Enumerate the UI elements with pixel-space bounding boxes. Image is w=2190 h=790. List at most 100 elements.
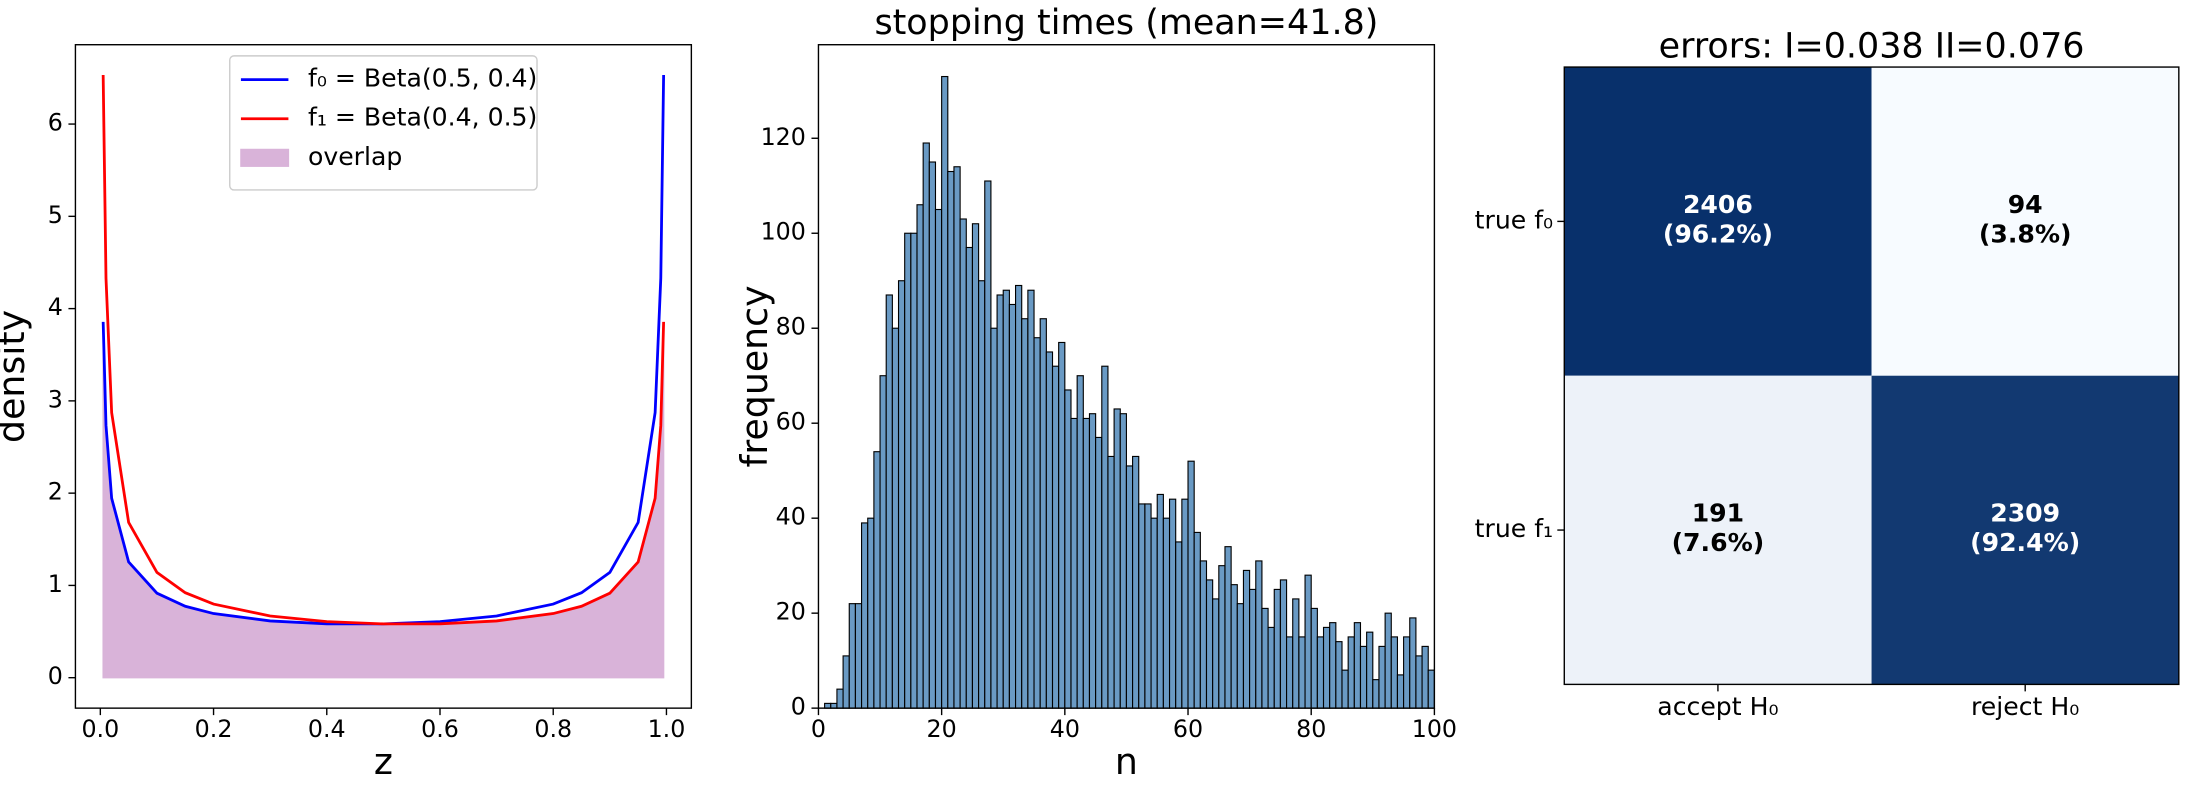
bar xyxy=(824,702,832,709)
y-tick-label: 6 xyxy=(48,109,63,137)
bar xyxy=(1051,365,1060,709)
legend-swatch xyxy=(240,148,290,167)
bar xyxy=(1058,341,1066,709)
x-tick-label: 0.8 xyxy=(534,715,572,743)
bar xyxy=(1242,569,1251,709)
bar xyxy=(1396,674,1405,709)
bar xyxy=(1218,565,1226,709)
bar xyxy=(1304,574,1312,709)
bar xyxy=(928,161,937,709)
bar xyxy=(1230,584,1238,709)
bar xyxy=(1144,503,1152,709)
bar xyxy=(1390,636,1398,709)
bar xyxy=(1181,498,1189,709)
bar xyxy=(984,180,992,709)
bar xyxy=(1199,560,1208,709)
bar xyxy=(836,688,844,709)
bar xyxy=(842,655,850,709)
cell-value: 191 xyxy=(1692,499,1744,528)
bar xyxy=(910,232,918,709)
bar xyxy=(1316,636,1325,709)
bar xyxy=(1255,560,1263,709)
bar xyxy=(1064,389,1072,709)
y-axis-label: frequency xyxy=(733,285,776,467)
chart-title: stopping times (mean=41.8) xyxy=(874,3,1378,43)
bar xyxy=(1347,636,1355,709)
bar xyxy=(1193,531,1201,709)
bar xyxy=(1107,455,1115,709)
y-tick-label: 5 xyxy=(48,201,63,229)
x-axis-label: n xyxy=(1115,740,1138,783)
bar xyxy=(934,208,943,709)
legend-label: f₁ = Beta(0.4, 0.5) xyxy=(308,103,537,132)
bar xyxy=(922,142,930,709)
bar xyxy=(1261,607,1269,709)
y-tick-label: 2 xyxy=(48,478,63,506)
bar xyxy=(1286,636,1294,709)
y-tick-label: 3 xyxy=(48,385,63,413)
y-tick-label: 80 xyxy=(776,313,806,341)
bar xyxy=(1033,337,1041,709)
bar xyxy=(897,280,906,709)
x-tick-label: 0.0 xyxy=(81,715,119,743)
axes-frame xyxy=(74,44,693,709)
legend-box xyxy=(229,55,538,191)
bar xyxy=(996,294,1004,709)
bar xyxy=(1372,679,1380,709)
bar xyxy=(1205,579,1214,709)
bar xyxy=(1070,417,1078,709)
x-tick-label: 20 xyxy=(927,715,957,743)
bar xyxy=(1427,669,1435,709)
bar xyxy=(1249,588,1257,709)
cell-value: 2406 xyxy=(1683,190,1753,219)
bar xyxy=(1125,465,1134,709)
bar xyxy=(1014,284,1023,709)
bar xyxy=(1187,460,1195,709)
bar xyxy=(1095,436,1103,709)
bar xyxy=(990,327,998,709)
bar xyxy=(848,603,856,709)
bar xyxy=(941,75,949,709)
bar xyxy=(1175,541,1183,709)
line xyxy=(101,74,666,626)
bar xyxy=(1403,636,1411,709)
bar xyxy=(854,603,863,709)
legend-label: f₀ = Beta(0.5, 0.4) xyxy=(308,64,537,93)
x-tick-label: 80 xyxy=(1296,715,1326,743)
bar xyxy=(1224,546,1232,709)
bar xyxy=(1119,413,1127,709)
bar xyxy=(1378,645,1386,709)
bar xyxy=(1088,413,1097,709)
bar xyxy=(1366,631,1374,709)
bar xyxy=(879,375,887,709)
cell-value: 94 xyxy=(2008,190,2043,219)
y-tick-label: 0 xyxy=(791,693,806,721)
bar xyxy=(978,280,986,709)
bar xyxy=(904,232,912,709)
bar xyxy=(1076,375,1084,709)
bar xyxy=(1421,645,1429,709)
y-tick-label: 0 xyxy=(48,662,63,690)
bar xyxy=(1322,626,1331,709)
chart-title: errors: I=0.038 II=0.076 xyxy=(1659,27,2085,67)
cell-percent: (3.8%) xyxy=(1979,219,2072,248)
bar xyxy=(916,204,924,709)
row-label: true f₁ xyxy=(1475,514,1553,543)
bar xyxy=(1267,626,1275,709)
bar xyxy=(1341,669,1349,709)
bar xyxy=(1162,517,1171,709)
heatmap-cell xyxy=(1871,67,2179,376)
bar xyxy=(1156,493,1164,709)
bar xyxy=(1298,636,1306,709)
bar xyxy=(1138,503,1146,709)
bar xyxy=(1082,417,1091,709)
x-tick-label: 60 xyxy=(1173,715,1203,743)
x-tick-label: 0.4 xyxy=(308,715,346,743)
row-label: true f₀ xyxy=(1475,205,1553,234)
y-tick-label: 120 xyxy=(761,123,806,151)
y-axis-label: density xyxy=(0,310,33,443)
y-tick-label: 40 xyxy=(776,503,806,531)
bar xyxy=(830,702,838,709)
bar xyxy=(1150,517,1158,709)
